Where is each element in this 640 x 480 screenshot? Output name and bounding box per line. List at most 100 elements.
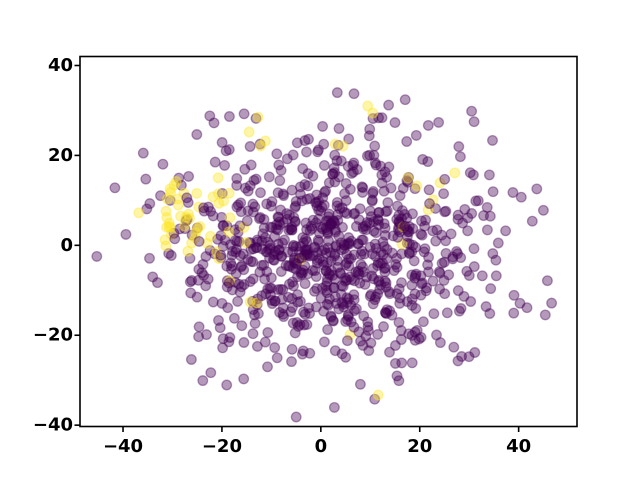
data-point xyxy=(341,238,353,250)
data-point xyxy=(120,228,132,240)
data-point xyxy=(311,246,323,258)
data-point xyxy=(316,245,328,257)
data-point xyxy=(354,203,366,215)
data-point xyxy=(350,303,362,315)
data-point xyxy=(281,213,293,225)
data-point xyxy=(282,291,294,303)
data-point xyxy=(322,215,334,227)
y-tick-label: −40 xyxy=(33,415,73,436)
data-point xyxy=(247,295,259,307)
data-point xyxy=(275,164,287,176)
data-point xyxy=(410,303,422,314)
data-point xyxy=(253,213,265,225)
data-point xyxy=(309,241,321,253)
data-point xyxy=(367,298,379,310)
data-point xyxy=(231,179,243,191)
data-point xyxy=(223,336,235,348)
data-point xyxy=(404,238,415,250)
data-point xyxy=(225,263,237,275)
data-point xyxy=(419,243,431,255)
data-point xyxy=(332,261,344,273)
data-point xyxy=(181,214,193,225)
data-point xyxy=(335,155,347,167)
data-point xyxy=(238,279,250,290)
data-point xyxy=(271,148,283,160)
data-point xyxy=(239,163,251,175)
data-point xyxy=(283,224,295,236)
data-point xyxy=(159,234,171,246)
data-point xyxy=(395,334,407,346)
data-point xyxy=(531,183,543,195)
data-point xyxy=(381,243,393,255)
data-point xyxy=(508,289,520,301)
data-point xyxy=(327,168,339,180)
data-point xyxy=(197,258,209,270)
data-point xyxy=(329,167,341,179)
data-point xyxy=(463,351,475,363)
data-point xyxy=(262,361,273,373)
data-point xyxy=(407,223,419,235)
data-point xyxy=(222,302,234,314)
data-point xyxy=(340,259,352,271)
data-point xyxy=(144,198,156,210)
data-point xyxy=(259,135,271,147)
data-point xyxy=(481,201,493,213)
data-point xyxy=(374,283,386,295)
data-point xyxy=(378,240,390,252)
data-point xyxy=(349,305,360,317)
data-point xyxy=(307,264,319,276)
data-point xyxy=(392,200,403,212)
data-point xyxy=(381,253,393,265)
data-point xyxy=(466,208,478,219)
data-point xyxy=(364,290,376,302)
data-point xyxy=(310,271,322,283)
data-point xyxy=(200,251,212,262)
data-point xyxy=(347,159,359,171)
data-point xyxy=(290,200,302,212)
data-point xyxy=(362,100,374,112)
data-point xyxy=(467,169,479,181)
data-point xyxy=(283,278,295,290)
data-point xyxy=(185,287,197,299)
data-point xyxy=(395,325,407,336)
data-point xyxy=(299,278,311,290)
data-point xyxy=(434,283,446,295)
data-point xyxy=(315,221,327,233)
data-point xyxy=(313,253,325,265)
data-point xyxy=(221,220,233,232)
data-point xyxy=(389,117,401,129)
data-point xyxy=(311,254,323,266)
data-point xyxy=(269,342,281,354)
data-point xyxy=(410,129,422,141)
data-point xyxy=(420,285,432,297)
data-point xyxy=(481,224,493,236)
data-point xyxy=(324,293,335,305)
data-point xyxy=(186,229,198,241)
data-point xyxy=(422,156,434,168)
data-point xyxy=(318,259,330,271)
data-point xyxy=(369,238,381,250)
data-point xyxy=(464,167,476,179)
data-point xyxy=(263,171,275,183)
data-point xyxy=(297,232,309,244)
x-tick-label: −40 xyxy=(103,436,143,457)
data-point xyxy=(367,113,379,124)
data-point xyxy=(255,140,266,152)
data-point xyxy=(242,185,254,197)
data-point xyxy=(403,328,415,340)
data-point xyxy=(186,275,198,286)
data-point xyxy=(256,260,268,271)
data-point xyxy=(181,192,193,204)
y-tick-label: 40 xyxy=(48,55,73,76)
data-point xyxy=(338,239,350,251)
data-point xyxy=(343,293,355,305)
data-point xyxy=(302,268,314,280)
data-point xyxy=(301,319,313,330)
data-point xyxy=(402,224,414,236)
data-point xyxy=(455,303,467,314)
data-point xyxy=(362,325,374,336)
data-point xyxy=(252,293,264,305)
data-point xyxy=(353,214,365,226)
data-point xyxy=(339,272,351,284)
data-point xyxy=(321,224,333,236)
